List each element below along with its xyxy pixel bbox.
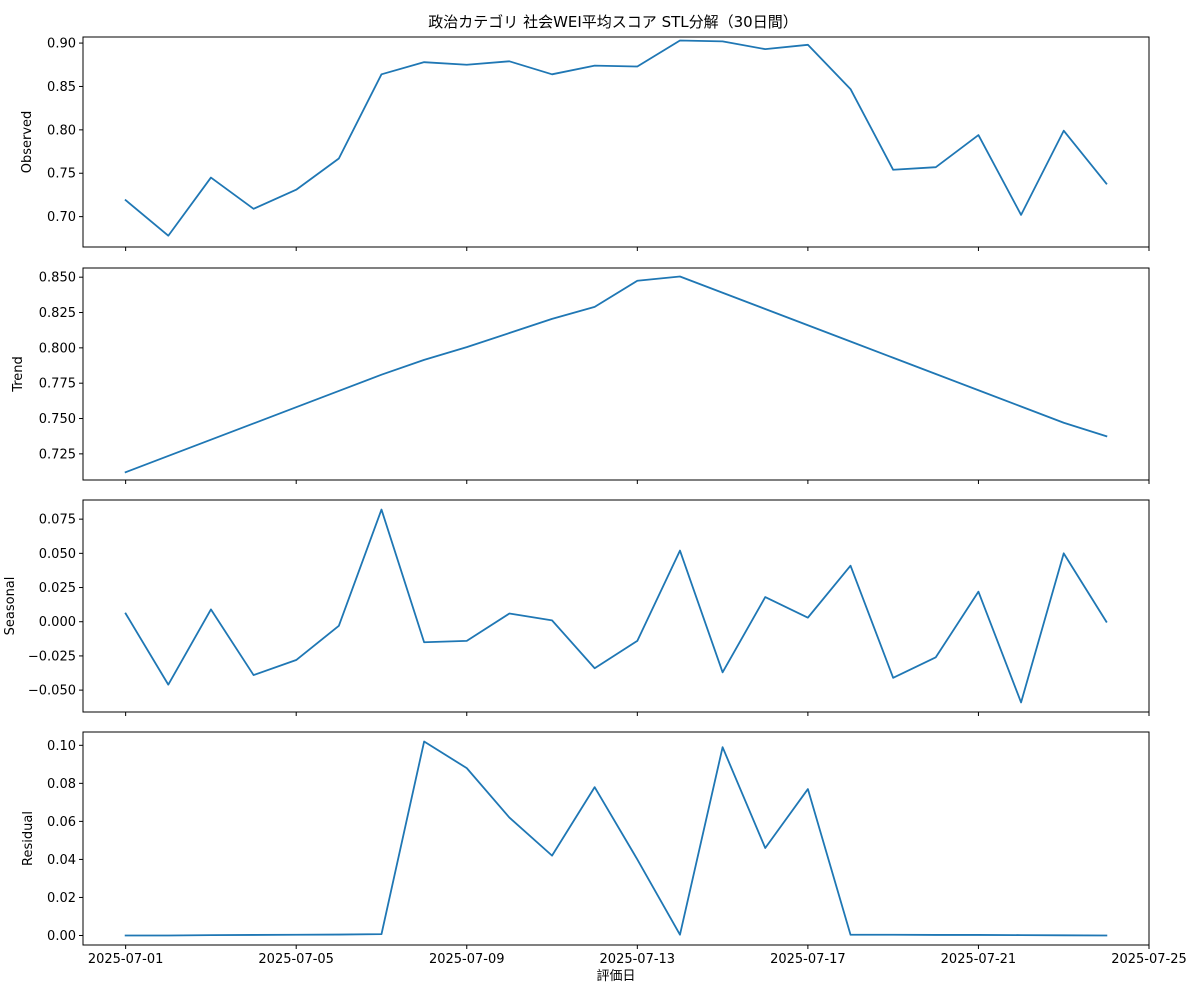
seasonal-series-line (124, 508, 1108, 704)
panel-frame (82, 731, 1150, 946)
trend-series-line (124, 275, 1108, 474)
y-tick-label: 0.70 (47, 210, 76, 225)
x-tick-label: 2025-07-05 (258, 952, 334, 967)
observed-series-line (124, 39, 1108, 237)
panel-frame (82, 36, 1150, 248)
panel-frame (82, 499, 1150, 713)
panel-observed: 0.70 0.75 0.80 0.85 0.90 Observed (20, 36, 1150, 251)
x-tick-label: 2025-07-17 (770, 952, 846, 967)
y-tick-label: 0.90 (47, 37, 76, 52)
y-tick-label: 0.025 (39, 581, 76, 596)
panels: 0.700.750.800.850.90Observed0.7250.7500.… (3, 36, 1187, 967)
y-tick-label: 0.08 (47, 777, 76, 792)
y-tick-label: 0.04 (47, 853, 76, 868)
y-axis-title-trend: Trend (11, 356, 26, 393)
y-axis-title-seasonal: Seasonal (3, 577, 18, 636)
y-tick-label: 0.75 (47, 167, 76, 182)
residual-series-line (124, 740, 1108, 937)
x-tick-label: 2025-07-09 (429, 952, 505, 967)
y-tick-label: 0.000 (39, 615, 76, 630)
x-axis-title: 評価日 (596, 969, 635, 984)
x-tick-label: 2025-07-25 (1111, 952, 1187, 967)
y-tick-label: −0.025 (28, 649, 76, 664)
y-tick-label: 0.775 (39, 377, 76, 392)
y-tick-label: 0.10 (47, 739, 76, 754)
x-tick-label: 2025-07-13 (600, 952, 676, 967)
y-tick-label: 0.00 (47, 929, 76, 944)
y-tick-label: 0.02 (47, 891, 76, 906)
y-axis-title-residual: Residual (21, 811, 36, 866)
panel-residual: 0.00 0.02 0.04 0.06 0.08 0.10 2025-07-01 2025-0… (21, 731, 1187, 967)
chart-title: 政治カテゴリ 社会WEI平均スコア STL分解（30日間） (428, 13, 797, 31)
y-tick-label: 0.725 (39, 447, 76, 462)
panel-trend: 0.725 0.750 0.775 0.800 0.825 0.850 Trend (11, 267, 1150, 484)
y-tick-label: 0.80 (47, 123, 76, 138)
y-tick-label: 0.075 (39, 513, 76, 528)
y-tick-label: 0.85 (47, 80, 76, 95)
y-tick-label: 0.750 (39, 412, 76, 427)
panel-frame (82, 267, 1150, 481)
y-tick-label: 0.825 (39, 306, 76, 321)
y-tick-label: 0.06 (47, 815, 76, 830)
y-tick-label: 0.800 (39, 341, 76, 356)
panel-seasonal: −0.050 −0.025 0.000 0.025 0.050 0.075 Seasonal (3, 499, 1150, 716)
y-tick-label: 0.850 (39, 271, 76, 286)
x-tick-label: 2025-07-21 (941, 952, 1017, 967)
y-tick-label: −0.050 (28, 684, 76, 699)
y-tick-label: 0.050 (39, 547, 76, 562)
x-tick-label: 2025-07-01 (88, 952, 164, 967)
y-axis-title-observed: Observed (20, 111, 35, 174)
